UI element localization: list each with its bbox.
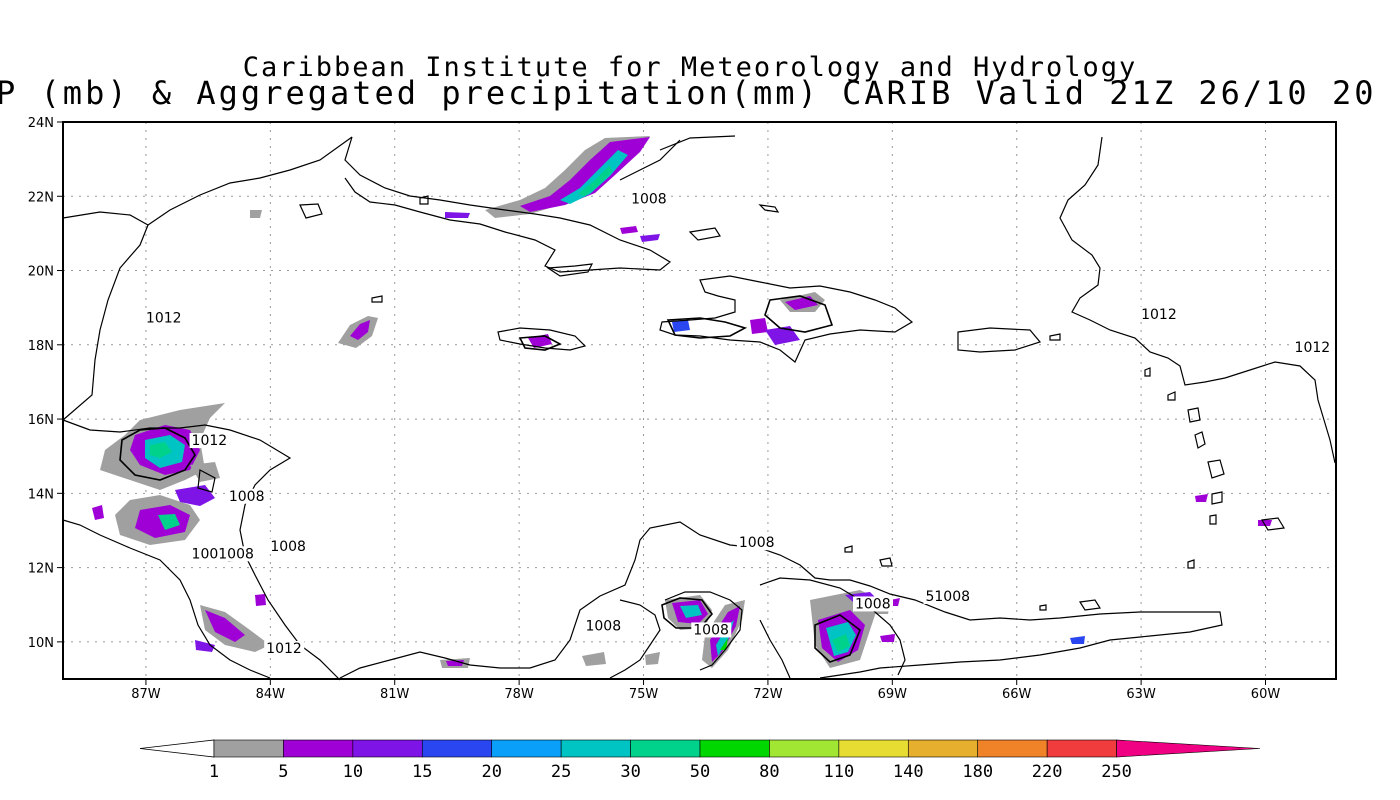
title-product: P (mb) & Aggregated precipitation(mm) CA… bbox=[0, 74, 1377, 112]
lon-tick-label: 60W bbox=[1251, 687, 1281, 702]
colorbar-label: 10 bbox=[343, 762, 363, 782]
colorbar-label: 80 bbox=[759, 762, 779, 782]
lat-tick-label: 12N bbox=[28, 562, 54, 577]
colorbar-label: 25 bbox=[551, 762, 571, 782]
pressure-label-bg bbox=[189, 546, 257, 562]
pressure-label: 1012 bbox=[1295, 340, 1331, 356]
pressure-label: 1012 bbox=[1141, 307, 1177, 323]
lat-tick-label: 24N bbox=[28, 116, 54, 131]
lat-tick-label: 20N bbox=[28, 265, 54, 280]
colorbar-segment bbox=[352, 739, 423, 758]
pressure-contour-labels: 1012 1012 1008 1001008 1008 1012 1008 1008 1008 1… bbox=[143, 191, 1333, 657]
colorbar-label: 15 bbox=[412, 762, 432, 782]
colorbar-label: 1 bbox=[209, 762, 219, 782]
lon-tick-label: 63W bbox=[1126, 687, 1156, 702]
colorbar-label: 250 bbox=[1101, 762, 1132, 782]
colorbar-segment bbox=[560, 739, 631, 758]
lat-tick-label: 10N bbox=[28, 636, 54, 651]
pressure-label-bg bbox=[264, 641, 305, 657]
pressure-label-bg bbox=[189, 433, 230, 449]
lat-tick-label: 14N bbox=[28, 487, 54, 502]
pressure-label: 1008 bbox=[739, 535, 775, 551]
colorbar-segment bbox=[213, 739, 284, 758]
pressure-label: 1012 bbox=[192, 433, 228, 449]
pressure-label-bg bbox=[1139, 306, 1180, 322]
map-frame bbox=[62, 121, 1337, 680]
title-institute: Caribbean Institute for Meteorology and … bbox=[242, 52, 1138, 83]
latitude-ticks: 24N 22N 20N 18N 16N 14N 12N 10N bbox=[28, 116, 63, 651]
pressure-label-bg bbox=[143, 310, 184, 326]
pressure-label: 1001008 bbox=[192, 546, 254, 562]
colorbar-segment bbox=[1046, 739, 1117, 758]
lat-tick-label: 18N bbox=[28, 339, 54, 354]
colorbar-segment bbox=[699, 739, 770, 758]
lat-tick-label: 22N bbox=[28, 190, 54, 205]
colorbar-segment bbox=[630, 739, 701, 758]
lon-tick-label: 84W bbox=[256, 687, 286, 702]
longitude-ticks: 87W 84W 81W 78W 75W 72W 69W 66W 63W 60W bbox=[131, 679, 1280, 702]
pressure-label-bg bbox=[1292, 340, 1333, 356]
colorbar-label: 180 bbox=[962, 762, 993, 782]
pressure-label: 1012 bbox=[266, 641, 302, 657]
pressure-label-bg bbox=[268, 538, 309, 554]
map-border bbox=[62, 121, 1337, 680]
pressure-label-bg bbox=[736, 535, 777, 551]
colorbar-segment bbox=[421, 739, 493, 758]
lon-tick-label: 66W bbox=[1002, 687, 1032, 702]
colorbar-segment bbox=[977, 739, 1048, 758]
colorbar-segment bbox=[907, 739, 979, 758]
pressure-label: 1012 bbox=[146, 311, 182, 327]
colorbar-label: 50 bbox=[690, 762, 710, 782]
pressure-label: 1008 bbox=[855, 596, 891, 612]
colorbar-label: 140 bbox=[893, 762, 924, 782]
precipitation-shading bbox=[92, 136, 1272, 668]
pressure-label: 51008 bbox=[925, 589, 970, 605]
pressure-label: 1008 bbox=[631, 192, 667, 208]
pressure-contours bbox=[119, 295, 861, 663]
pressure-label-bg bbox=[583, 618, 624, 634]
colorbar-label: 20 bbox=[481, 762, 501, 782]
pressure-label-bg bbox=[629, 191, 670, 207]
pressure-label: 1008 bbox=[229, 489, 265, 505]
pressure-label-bg bbox=[226, 488, 267, 504]
colorbar-segment bbox=[769, 739, 840, 758]
gridlines bbox=[63, 121, 1336, 679]
colorbar-segment bbox=[283, 739, 354, 758]
lon-tick-label: 69W bbox=[878, 687, 908, 702]
colorbar-segment bbox=[491, 739, 562, 758]
lon-tick-label: 78W bbox=[504, 687, 534, 702]
pressure-label: 1008 bbox=[270, 539, 306, 555]
lon-tick-label: 75W bbox=[629, 687, 659, 702]
colorbar-label: 110 bbox=[823, 762, 854, 782]
colorbar-segment bbox=[838, 739, 909, 758]
colorbar-min-arrow bbox=[139, 739, 215, 758]
pressure-label-bg bbox=[852, 596, 893, 612]
colorbar-label: 220 bbox=[1032, 762, 1063, 782]
colorbar-max-arrow bbox=[1116, 739, 1261, 758]
lon-tick-label: 87W bbox=[131, 687, 161, 702]
lon-tick-label: 72W bbox=[753, 687, 783, 702]
lon-tick-label: 81W bbox=[380, 687, 410, 702]
colorbar-label: 5 bbox=[278, 762, 288, 782]
precipitation-colorbar: 1 5 10 15 20 25 30 50 80 110 140 180 220 250 bbox=[139, 739, 1261, 782]
pressure-label: 1008 bbox=[585, 619, 621, 635]
pressure-label-bg bbox=[923, 589, 973, 605]
colorbar-label: 30 bbox=[620, 762, 640, 782]
lat-tick-label: 16N bbox=[28, 413, 54, 428]
pressure-label: 1008 bbox=[693, 622, 729, 638]
pressure-label-bg bbox=[691, 622, 732, 638]
